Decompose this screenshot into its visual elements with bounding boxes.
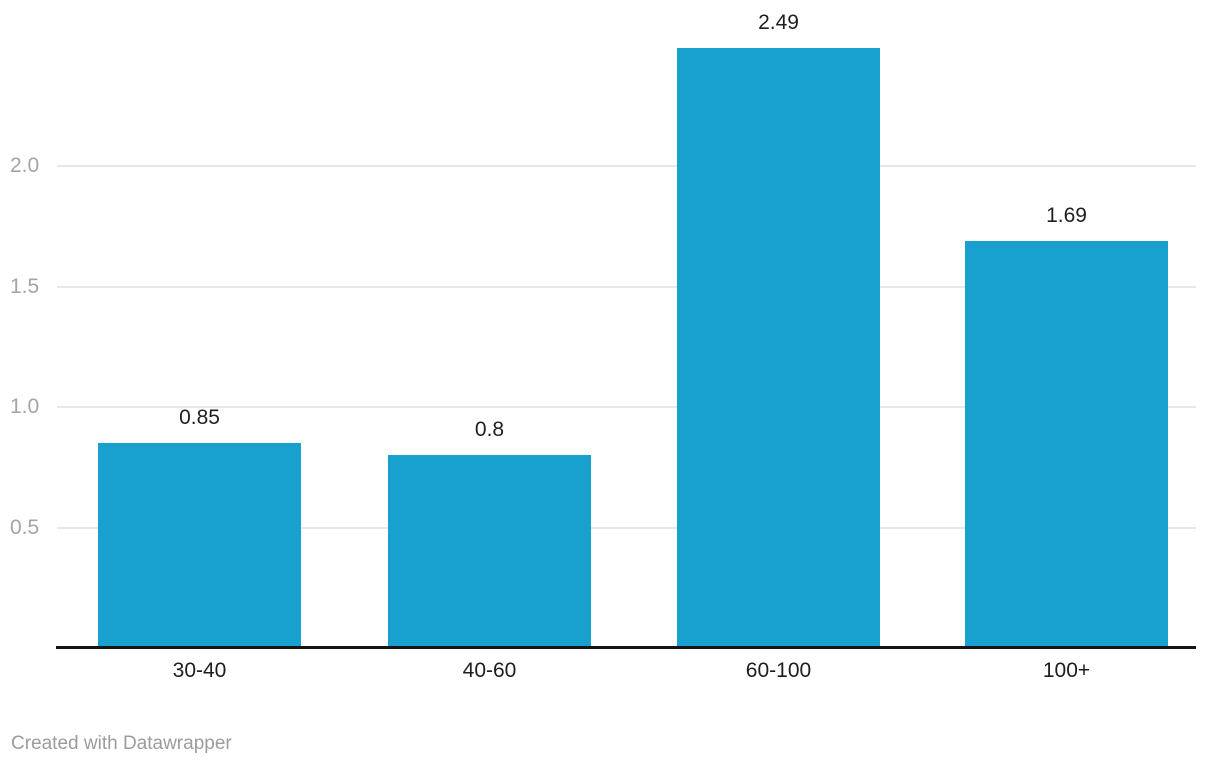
bar-40-60[interactable]	[388, 455, 591, 648]
bar-60-100[interactable]	[677, 48, 880, 648]
datawrapper-credit: Created with Datawrapper	[11, 733, 232, 754]
y-tick-label: 0.5	[10, 515, 40, 539]
bar-value-label: 0.85	[179, 406, 220, 429]
bar-100+[interactable]	[965, 241, 1168, 648]
x-tick-label: 30-40	[172, 659, 227, 682]
gridline-y-0.5	[57, 526, 1196, 529]
y-tick-label: 2.0	[10, 154, 40, 177]
y-tick-label: 1.5	[10, 274, 40, 298]
x-tick-label: 40-60	[462, 659, 517, 682]
gridline-y-1.5	[57, 285, 1196, 288]
bar-value-label: 1.69	[1046, 204, 1087, 227]
x-tick-label: 60-100	[745, 659, 812, 682]
bar-value-label: 0.8	[474, 418, 505, 441]
bar-30-40[interactable]	[98, 443, 301, 648]
gridline-y-2.0	[57, 165, 1196, 167]
y-tick-label: 1.0	[10, 395, 40, 418]
x-tick-label: 100+	[1042, 659, 1091, 682]
x-axis-line	[56, 646, 1196, 649]
gridline-y-1.0	[57, 406, 1196, 408]
bar-value-label: 2.49	[758, 11, 799, 34]
